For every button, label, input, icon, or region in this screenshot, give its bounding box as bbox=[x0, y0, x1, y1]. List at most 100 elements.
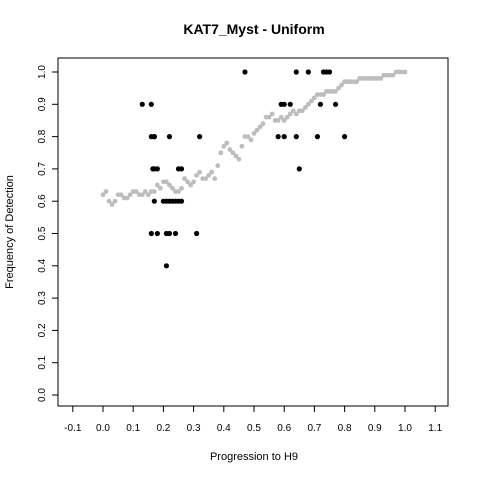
trend-point bbox=[378, 76, 384, 81]
x-tick-label: 0.9 bbox=[368, 423, 382, 434]
trend-point bbox=[139, 192, 145, 198]
data-point bbox=[342, 134, 348, 140]
x-tick-label: 0.6 bbox=[277, 423, 291, 434]
trend-point bbox=[287, 111, 293, 117]
trend-point bbox=[133, 189, 139, 194]
data-point bbox=[287, 101, 293, 107]
trend-point bbox=[221, 143, 227, 149]
data-point bbox=[197, 134, 203, 140]
trend-point bbox=[336, 85, 341, 91]
y-tick-label: 0.6 bbox=[37, 194, 48, 208]
trend-point bbox=[339, 82, 344, 88]
trend-point bbox=[167, 182, 172, 188]
y-tick-label: 0.9 bbox=[37, 97, 48, 111]
trend-point bbox=[257, 124, 263, 130]
trend-point bbox=[182, 176, 187, 181]
y-tick-label: 0.2 bbox=[37, 323, 48, 337]
trend-point bbox=[151, 189, 157, 194]
trend-point bbox=[233, 153, 239, 159]
data-point bbox=[314, 134, 321, 140]
data-point bbox=[317, 101, 324, 107]
trend-point bbox=[390, 72, 396, 78]
trend-point bbox=[106, 198, 112, 204]
trend-point bbox=[302, 105, 308, 110]
trend-point bbox=[305, 101, 311, 107]
trend-point bbox=[354, 79, 360, 85]
y-tick-label: 0.4 bbox=[37, 258, 48, 272]
trend-point bbox=[254, 127, 260, 133]
data-point bbox=[166, 230, 173, 237]
trend-point bbox=[239, 143, 245, 149]
trend-point bbox=[278, 114, 284, 120]
x-tick-label: 1.0 bbox=[398, 423, 412, 434]
trend-point bbox=[402, 69, 408, 75]
trend-point bbox=[227, 147, 233, 152]
x-tick-label: 0.3 bbox=[187, 423, 201, 434]
x-tick-label: 0.0 bbox=[96, 423, 110, 434]
trend-point bbox=[124, 195, 130, 201]
trend-point bbox=[209, 169, 215, 175]
y-tick-label: 0.8 bbox=[37, 129, 48, 143]
trend-point bbox=[251, 130, 257, 136]
data-point bbox=[151, 134, 157, 140]
x-tick-label: 0.4 bbox=[217, 423, 231, 434]
trend-point bbox=[112, 198, 118, 204]
data-point bbox=[163, 263, 170, 269]
trend-point bbox=[269, 111, 275, 117]
trend-point bbox=[230, 150, 236, 156]
trend-point bbox=[191, 179, 197, 185]
data-point bbox=[154, 166, 160, 172]
trend-point bbox=[308, 98, 314, 104]
trend-point bbox=[185, 179, 190, 185]
trend-point bbox=[197, 169, 203, 175]
trend-point bbox=[142, 189, 148, 194]
trend-point bbox=[245, 134, 251, 140]
data-point bbox=[148, 230, 154, 237]
trend-point bbox=[145, 192, 151, 198]
data-point bbox=[326, 69, 333, 75]
trend-point bbox=[188, 182, 193, 188]
trend-point bbox=[170, 185, 175, 191]
x-axis: -0.1 0.0 0.1 0.2 0.3 0.4 0.5 0.6 0.7 0.8 0.9 1.0 1.1 bbox=[64, 406, 443, 434]
x-tick-label: 0.1 bbox=[126, 423, 140, 434]
trend-point bbox=[203, 176, 209, 181]
trend-point bbox=[312, 95, 317, 101]
trend-point bbox=[118, 192, 124, 198]
y-tick-label: 0.0 bbox=[37, 388, 48, 402]
plot-frame bbox=[57, 57, 449, 407]
data-point bbox=[296, 166, 302, 172]
y-axis-label: Frequency of Detection bbox=[4, 175, 16, 289]
data-point bbox=[275, 134, 281, 140]
trend-point bbox=[290, 108, 296, 114]
x-tick-label: 0.8 bbox=[338, 423, 352, 434]
chart-title: KAT7_Myst - Uniform bbox=[183, 21, 324, 37]
data-point bbox=[175, 166, 182, 172]
data-point bbox=[172, 230, 179, 237]
trend-point bbox=[206, 172, 212, 178]
data-point bbox=[151, 198, 157, 204]
trend-point bbox=[224, 140, 230, 146]
y-tick-label: 0.5 bbox=[37, 226, 48, 240]
x-tick-label: 0.2 bbox=[156, 423, 170, 434]
data-point bbox=[178, 198, 185, 204]
x-tick-label: 1.1 bbox=[428, 423, 442, 434]
data-point bbox=[332, 101, 339, 107]
x-tick-label: 0.7 bbox=[307, 423, 321, 434]
trend-point bbox=[248, 137, 254, 143]
y-tick-label: 0.3 bbox=[37, 291, 48, 305]
trend-point bbox=[176, 189, 181, 194]
trend-point bbox=[333, 88, 338, 94]
trend-point bbox=[127, 192, 133, 198]
data-point bbox=[148, 101, 154, 107]
trend-point bbox=[275, 118, 281, 123]
data-point bbox=[154, 230, 160, 237]
x-tick-label: -0.1 bbox=[64, 423, 82, 434]
trend-point bbox=[266, 114, 272, 120]
trend-point bbox=[218, 150, 224, 156]
trend-point bbox=[299, 108, 305, 114]
data-point bbox=[293, 134, 299, 140]
data-point bbox=[305, 69, 311, 75]
trend-point bbox=[194, 172, 200, 178]
data-point bbox=[150, 166, 156, 172]
